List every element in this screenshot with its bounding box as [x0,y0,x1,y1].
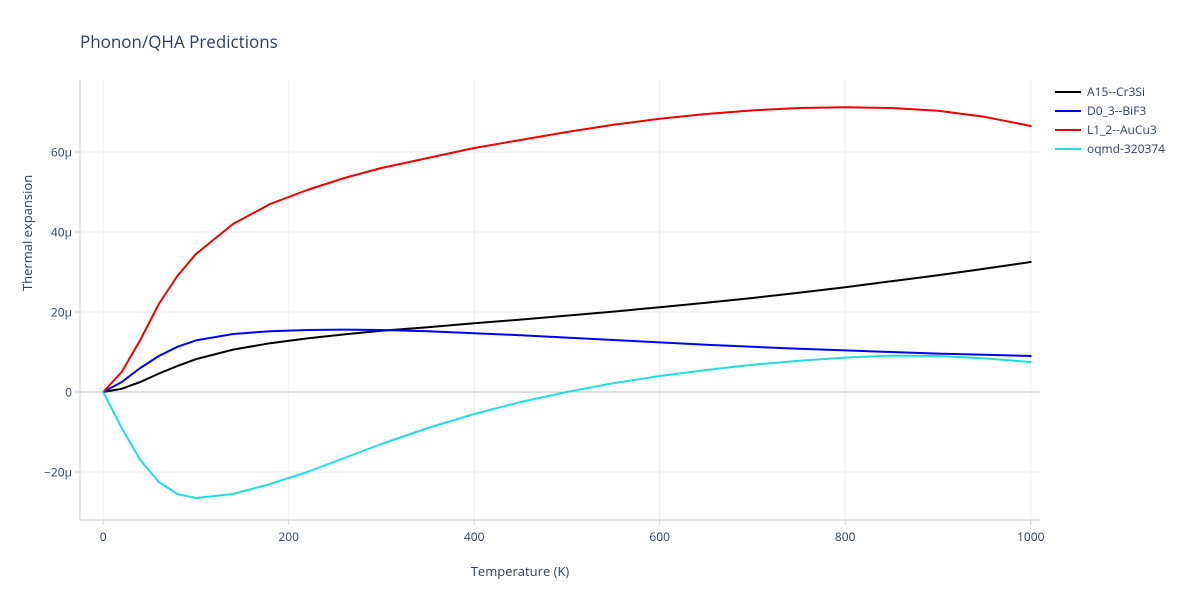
legend-item[interactable]: A15--Cr3Si [1055,82,1165,101]
series-line[interactable] [103,330,1031,392]
plot-area[interactable]: 02004006008001000 −20μ020μ40μ60μ [80,80,1040,520]
y-tick-label: 0 [65,384,80,401]
y-axis-title: Thermal expansion [18,175,36,291]
x-tick-label: 0 [100,528,107,545]
plot-svg [80,80,1040,520]
y-tick-label: 40μ [51,224,80,241]
legend-label: L1_2--AuCu3 [1087,121,1157,138]
legend-swatch [1055,148,1081,150]
series-line[interactable] [103,107,1031,392]
legend-label: A15--Cr3Si [1087,83,1145,100]
chart-title: Phonon/QHA Predictions [80,30,278,53]
chart-container: Phonon/QHA Predictions Thermal expansion… [0,0,1200,600]
x-tick-label: 1000 [1017,528,1044,545]
x-tick-label: 400 [464,528,485,545]
y-tick-label: −20μ [44,464,80,481]
x-axis-title: Temperature (K) [471,562,570,580]
x-tick-label: 800 [835,528,856,545]
legend[interactable]: A15--Cr3Si D0_3--BiF3 L1_2--AuCu3 oqmd-3203… [1055,82,1165,158]
legend-item[interactable]: L1_2--AuCu3 [1055,120,1165,139]
y-tick-label: 60μ [51,144,80,161]
legend-label: oqmd-320374 [1087,140,1165,157]
y-tick-label: 20μ [51,304,80,321]
legend-swatch [1055,110,1081,112]
legend-swatch [1055,129,1081,131]
series-line[interactable] [103,262,1031,392]
x-tick-label: 200 [278,528,299,545]
x-tick-label: 600 [649,528,670,545]
series-line[interactable] [103,356,1031,498]
legend-label: D0_3--BiF3 [1087,102,1146,119]
legend-item[interactable]: D0_3--BiF3 [1055,101,1165,120]
legend-swatch [1055,91,1081,93]
legend-item[interactable]: oqmd-320374 [1055,139,1165,158]
